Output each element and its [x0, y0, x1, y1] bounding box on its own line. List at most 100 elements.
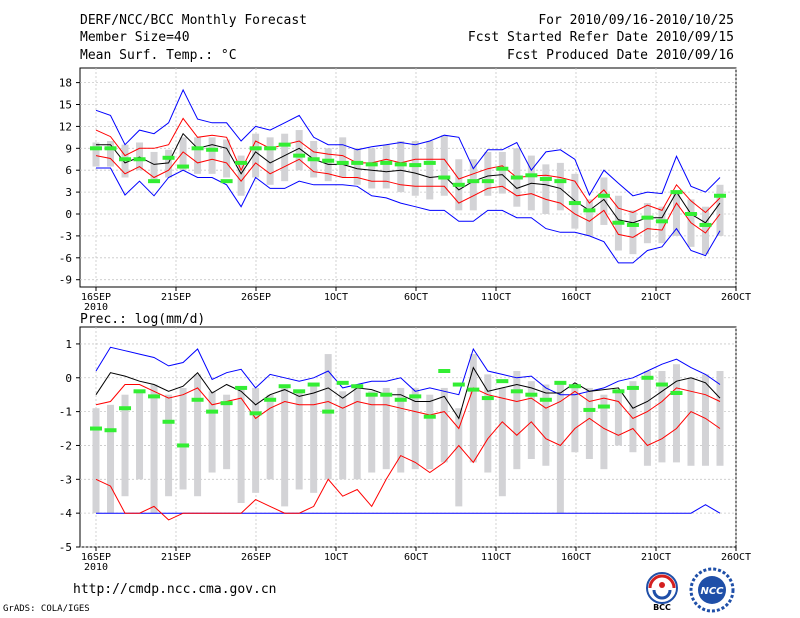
spread-box — [658, 371, 666, 463]
spread-box — [150, 151, 158, 182]
y-tick-label: 6 — [65, 164, 72, 177]
y-tick-label: -3 — [59, 230, 72, 243]
y-tick-label: 18 — [59, 77, 72, 90]
y-tick-label: 1 — [65, 338, 72, 351]
spread-box — [484, 374, 492, 473]
x-tick-label: 11OCT — [481, 552, 511, 563]
observed-climate-mark — [133, 389, 146, 394]
spread-box — [542, 384, 550, 466]
spread-box — [121, 394, 129, 497]
observed-climate-mark — [104, 428, 117, 433]
spread-box — [324, 354, 332, 480]
spread-box — [687, 377, 695, 466]
spread-box — [701, 374, 709, 466]
spread-box — [556, 384, 564, 514]
observed-climate-mark — [496, 379, 509, 384]
spread-box — [165, 394, 173, 497]
observed-climate-mark — [510, 389, 523, 394]
observed-climate-mark — [409, 163, 422, 168]
spread-box — [237, 387, 245, 503]
y-tick-label: 0 — [65, 372, 72, 385]
spread-box — [368, 148, 376, 189]
observed-climate-mark — [655, 219, 668, 224]
observed-climate-mark — [554, 179, 567, 184]
spread-box — [92, 408, 100, 514]
spread-box — [455, 408, 463, 507]
observed-climate-mark — [597, 193, 610, 198]
spread-box — [672, 364, 680, 463]
observed-climate-mark — [380, 392, 393, 397]
observed-climate-mark — [322, 158, 335, 163]
spread-box — [136, 391, 144, 480]
observed-climate-mark — [278, 384, 291, 389]
x-tick-label: 2010 — [84, 302, 108, 313]
spread-box — [426, 141, 434, 200]
observed-climate-mark — [104, 146, 117, 151]
x-tick-label: 1OCT — [324, 552, 348, 563]
x-tick-label: 16OCT — [561, 552, 591, 563]
ncc-logo-text: NCC — [700, 586, 724, 597]
x-tick-label: 2010 — [84, 562, 108, 573]
spread-box — [484, 151, 492, 196]
observed-climate-mark — [510, 175, 523, 180]
spread-box — [92, 142, 100, 167]
spread-box — [107, 141, 115, 167]
series-line-max — [95, 88, 721, 197]
spread-box — [339, 137, 347, 178]
observed-climate-mark — [365, 162, 378, 167]
spread-box — [643, 203, 651, 244]
spread-box — [426, 394, 434, 470]
observed-climate-mark — [467, 387, 480, 392]
observed-climate-mark — [206, 147, 219, 152]
observed-climate-mark — [699, 222, 712, 227]
x-tick-label: 6OCT — [404, 292, 428, 303]
observed-climate-mark — [481, 179, 494, 184]
x-tick-label: 11OCT — [481, 292, 511, 303]
spread-box — [571, 384, 579, 453]
observed-climate-mark — [467, 179, 480, 184]
plot-frame — [79, 326, 737, 548]
spread-box — [266, 137, 274, 185]
observed-climate-mark — [264, 397, 277, 402]
observed-climate-mark — [322, 409, 335, 414]
observed-climate-mark — [380, 160, 393, 165]
observed-climate-mark — [452, 382, 465, 387]
observed-climate-mark — [583, 407, 596, 412]
x-tick-label: 21OCT — [641, 292, 671, 303]
observed-climate-mark — [394, 397, 407, 402]
observed-climate-mark — [525, 173, 538, 178]
observed-climate-mark — [670, 391, 683, 395]
spread-box — [716, 184, 724, 236]
spread-box — [252, 133, 260, 178]
series-line-lower — [95, 151, 721, 238]
observed-climate-mark — [336, 380, 349, 385]
spread-box — [513, 371, 521, 470]
spread-box — [629, 210, 637, 255]
observed-climate-mark — [423, 160, 436, 165]
x-tick-label: 21SEP — [161, 552, 191, 563]
spread-box — [600, 177, 608, 225]
observed-climate-mark — [525, 392, 538, 397]
observed-climate-mark — [220, 401, 233, 406]
observed-climate-mark — [90, 146, 102, 151]
x-tick-label: 16SEP — [81, 552, 111, 563]
variable-label-precipitation: Prec.: log(mm/d) — [80, 312, 205, 327]
observed-climate-mark — [539, 397, 552, 402]
observed-climate-mark — [568, 384, 581, 389]
observed-climate-mark — [162, 155, 175, 160]
spread-box — [382, 387, 390, 470]
spread-box — [223, 139, 231, 178]
x-tick-label: 26OCT — [721, 292, 751, 303]
observed-climate-mark — [583, 208, 596, 213]
observed-climate-mark — [641, 215, 654, 220]
spread-box — [295, 391, 303, 490]
observed-climate-mark — [568, 201, 581, 206]
spread-box — [194, 137, 202, 174]
spread-box — [194, 374, 202, 497]
series-line-max — [95, 346, 721, 396]
observed-climate-mark — [249, 146, 262, 151]
source-url[interactable]: http://cmdp.ncc.cma.gov.cn — [73, 582, 277, 597]
observed-climate-mark — [641, 375, 654, 380]
observed-climate-mark — [423, 414, 436, 419]
